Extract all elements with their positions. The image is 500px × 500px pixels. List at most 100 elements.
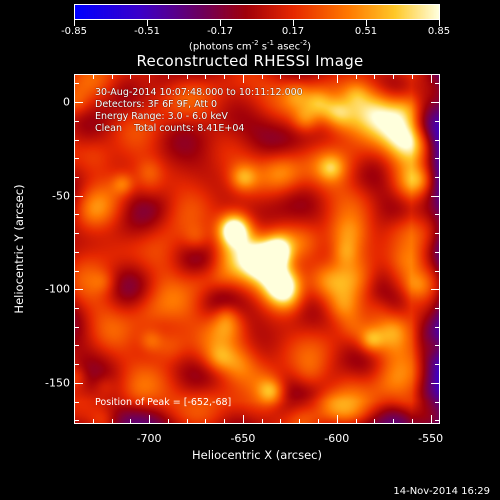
colorbar-tick (293, 20, 294, 26)
axis-tick (205, 419, 207, 423)
colorbar-tick-label: -0.17 (207, 26, 233, 37)
axis-tick (431, 382, 439, 384)
axis-tick (75, 83, 79, 85)
axis-tick (355, 419, 357, 423)
axis-tick (75, 102, 83, 104)
x-tick-label: -650 (230, 432, 256, 445)
axis-tick (74, 419, 75, 423)
axis-tick (74, 75, 75, 79)
axis-tick (374, 75, 376, 79)
axis-tick (435, 401, 439, 403)
axis-tick (374, 419, 376, 423)
colorbar-ticks (74, 20, 440, 26)
colorbar (74, 4, 440, 20)
colorbar-tick-label: -0.51 (134, 26, 160, 37)
axis-tick (75, 345, 79, 347)
y-tick-label: -50 (52, 189, 70, 203)
axis-tick (92, 75, 94, 79)
axis-tick (186, 419, 188, 423)
axis-tick (435, 307, 439, 309)
axis-tick (167, 419, 169, 423)
y-tick-label: -100 (45, 282, 70, 296)
axis-tick (435, 233, 439, 235)
axis-tick (75, 307, 79, 309)
axis-tick (435, 120, 439, 122)
axis-tick (75, 176, 79, 178)
axis-tick (167, 75, 169, 79)
chart-title: Reconstructed RHESSI Image (136, 52, 364, 70)
axis-tick (75, 158, 79, 160)
axis-tick (431, 102, 439, 104)
axis-tick (149, 415, 151, 423)
axis-tick (75, 270, 79, 272)
axis-tick (280, 75, 282, 79)
axis-tick (205, 75, 207, 79)
x-tick-label: -700 (136, 432, 162, 445)
axis-tick (299, 75, 301, 79)
axis-tick (224, 75, 226, 79)
axis-tick (149, 75, 151, 83)
axis-tick (261, 419, 263, 423)
x-tick-label: -600 (324, 432, 350, 445)
axis-tick (111, 419, 113, 423)
axis-tick (318, 75, 319, 79)
axis-tick (75, 326, 79, 328)
colorbar-tick (147, 20, 148, 26)
axis-tick (75, 195, 83, 197)
axis-tick (411, 419, 413, 423)
detectors-text: Detectors: 3F 6F 9F, Att 0 (95, 99, 218, 110)
axis-tick (435, 420, 439, 422)
axis-tick (130, 75, 132, 79)
axis-tick (75, 289, 83, 291)
axis-tick (261, 75, 263, 79)
axis-tick (435, 251, 439, 253)
axis-tick (393, 419, 395, 423)
axis-tick (318, 419, 319, 423)
axis-tick (435, 326, 439, 328)
axis-tick (224, 419, 226, 423)
heatmap-image (75, 75, 439, 423)
colorbar-tick (366, 20, 367, 26)
y-axis-label: Heliocentric Y (arcsec) (12, 184, 26, 314)
axis-tick (355, 75, 357, 79)
axis-tick (242, 75, 244, 83)
axis-tick (75, 420, 79, 422)
axis-tick (435, 214, 439, 216)
colorbar-tick (439, 20, 440, 26)
colorbar-tick-label: 0.17 (281, 26, 305, 37)
axis-tick (435, 270, 439, 272)
colorbar-tick (220, 20, 221, 26)
axis-tick (75, 401, 79, 403)
axis-tick (336, 75, 338, 83)
axis-tick (435, 158, 439, 160)
plot-area: 30-Aug-2014 10:07:48.000 to 10:11:12.000… (74, 74, 440, 424)
timestamp: 14-Nov-2014 16:29 (393, 486, 490, 497)
peak-position-text: Position of Peak = [-652,-68] (95, 397, 232, 408)
time-range-text: 30-Aug-2014 10:07:48.000 to 10:11:12.000 (95, 87, 303, 98)
x-tick-label: -550 (418, 432, 444, 445)
axis-tick (75, 251, 79, 253)
axis-tick (435, 345, 439, 347)
axis-tick (130, 419, 132, 423)
axis-tick (430, 75, 432, 83)
axis-tick (431, 289, 439, 291)
axis-tick (242, 415, 244, 423)
axis-tick (186, 75, 188, 79)
axis-tick (435, 83, 439, 85)
axis-tick (75, 139, 79, 141)
axis-tick (430, 415, 432, 423)
axis-tick (411, 75, 413, 79)
y-tick-label: 0 (63, 95, 70, 109)
axis-tick (393, 75, 395, 79)
x-axis-label: Heliocentric X (arcsec) (192, 448, 322, 462)
colorbar-tick-label: -0.85 (61, 26, 87, 37)
axis-tick (75, 382, 83, 384)
axis-tick (435, 364, 439, 366)
y-tick-label: -150 (45, 376, 70, 390)
axis-tick (111, 75, 113, 79)
axis-tick (435, 176, 439, 178)
axis-tick (336, 415, 338, 423)
axis-tick (431, 195, 439, 197)
colorbar-tick-label: 0.51 (354, 26, 378, 37)
axis-tick (92, 419, 94, 423)
